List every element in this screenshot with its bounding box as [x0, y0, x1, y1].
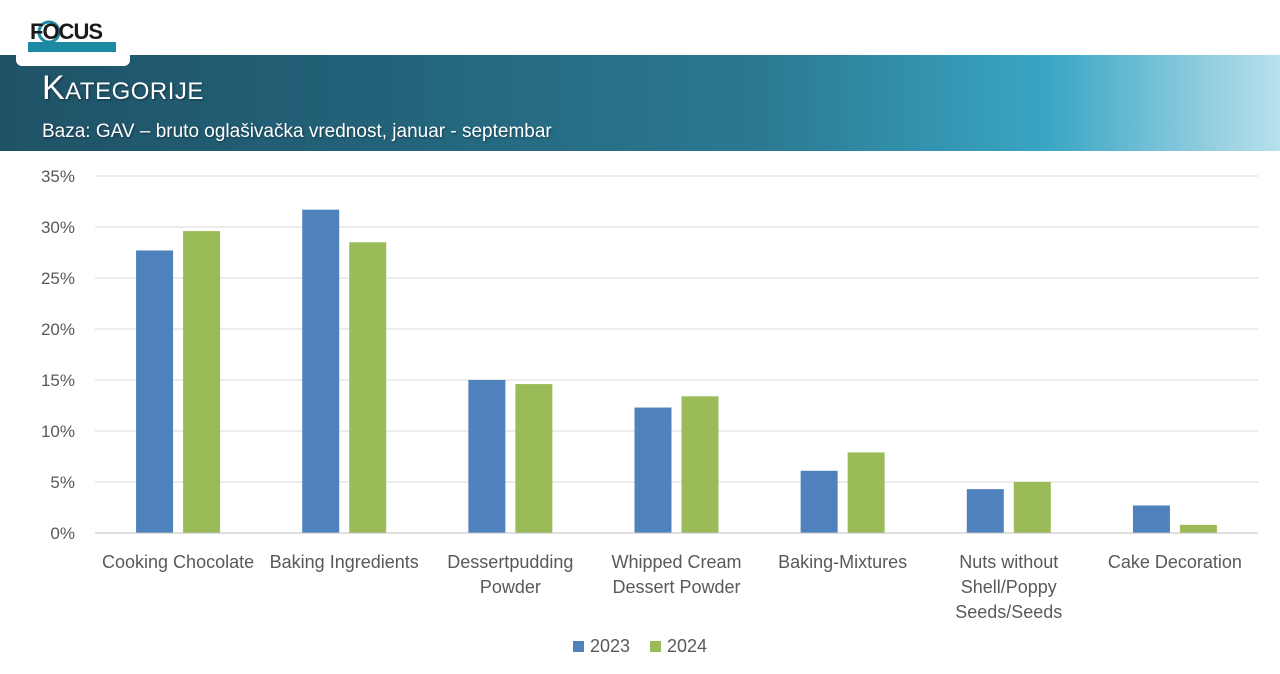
y-tick-label: 0%	[50, 524, 75, 543]
x-tick-label: Dessertpudding Powder	[447, 552, 573, 597]
bar-2023-6	[1132, 505, 1170, 533]
x-tick-label-line: Nuts without	[959, 552, 1058, 572]
y-tick-label: 10%	[41, 422, 75, 441]
bar-2023-5	[966, 489, 1004, 533]
x-tick-label: Cooking Chocolate	[102, 552, 254, 572]
y-tick-label: 15%	[41, 371, 75, 390]
x-tick-label-line: Dessert Powder	[612, 577, 740, 597]
bar-2024-1	[349, 242, 387, 534]
bar-2024-3	[681, 396, 719, 533]
bar-chart: 0% 5% 10% 15% 20% 25% 30% 35% Cooking Chocolate B…	[41, 167, 1258, 622]
bar-2023-1	[302, 209, 340, 533]
x-tick-label-line: Dessertpudding	[447, 552, 573, 572]
x-tick-label-line: Cooking Chocolate	[102, 552, 254, 572]
x-tick-label-line: Powder	[480, 577, 541, 597]
x-tick-label-line: Seeds/Seeds	[955, 602, 1062, 622]
legend-item-2023: 2023	[572, 636, 630, 657]
x-tick-label-line: Whipped Cream	[611, 552, 741, 572]
x-tick-label: Cake Decoration	[1108, 552, 1242, 572]
page-subtitle: Baza: GAV – bruto oglašivačka vrednost, …	[42, 121, 552, 142]
bar-2024-0	[183, 231, 221, 533]
bar-2024-6	[1179, 524, 1217, 533]
y-tick-label: 35%	[41, 167, 75, 186]
legend-label-2024: 2024	[667, 636, 708, 656]
x-tick-label: Nuts without Shell/Poppy Seeds/Seeds	[955, 552, 1062, 622]
page-title: Kategorije	[42, 69, 204, 107]
x-tick-label-line: Cake Decoration	[1108, 552, 1242, 572]
legend-swatch-2023	[572, 641, 584, 652]
legend-item-2024: 2024	[650, 636, 707, 657]
bar-2023-3	[634, 407, 672, 533]
bar-2024-5	[1013, 482, 1051, 533]
y-tick-label: 5%	[50, 473, 75, 492]
y-tick-label: 30%	[41, 218, 75, 237]
y-tick-label: 25%	[41, 269, 75, 288]
legend-swatch-2024	[650, 641, 661, 652]
header-banner: Kategorije Baza: GAV – bruto oglašivačka…	[0, 55, 1280, 151]
x-tick-label-line: Shell/Poppy	[961, 577, 1057, 597]
chart-legend: 2023 2024	[0, 636, 1280, 657]
x-tick-label: Whipped Cream Dessert Powder	[611, 552, 741, 597]
svg-text:FOCUS: FOCUS	[30, 19, 102, 44]
y-tick-label: 20%	[41, 320, 75, 339]
bar-2023-4	[800, 470, 838, 533]
bar-2024-4	[847, 452, 885, 533]
bar-2023-2	[468, 380, 506, 533]
x-tick-label-line: Baking-Mixtures	[778, 552, 907, 572]
x-tick-label: Baking-Mixtures	[778, 552, 907, 572]
focus-logo: FOCUS	[16, 0, 130, 66]
bar-2023-0	[136, 250, 174, 533]
x-tick-label-line: Baking Ingredients	[270, 552, 419, 572]
x-tick-label: Baking Ingredients	[270, 552, 419, 572]
bar-2024-2	[515, 384, 553, 533]
legend-label-2023: 2023	[589, 636, 630, 656]
